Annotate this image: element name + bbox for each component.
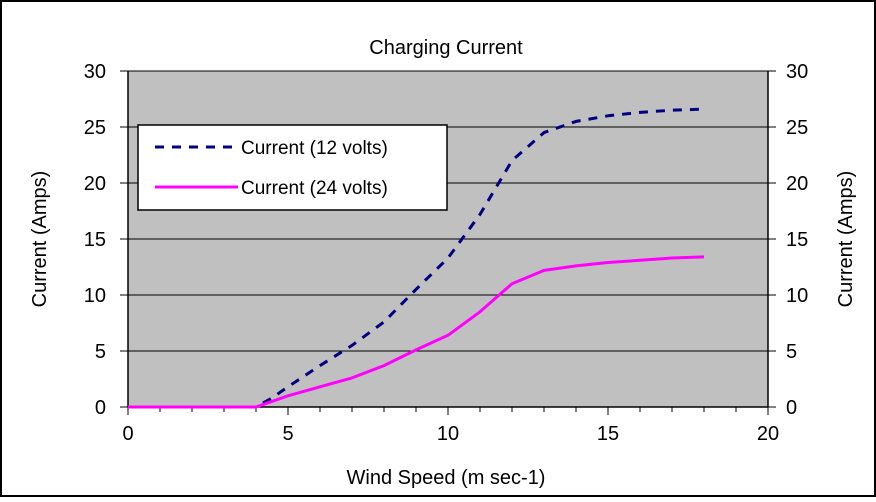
y-tick-label-left: 25 [84,117,106,139]
x-tick-label: 0 [122,423,133,445]
x-axis-label: Wind Speed (m sec-1) [347,467,546,489]
y-tick-label-left: 15 [84,229,106,251]
y-tick-label-right: 30 [786,61,808,83]
x-tick-label: 10 [437,423,459,445]
chart-title: Charging Current [369,37,523,59]
y-axis-label-left: Current (Amps) [29,171,51,308]
x-axis-ticks: 0 5 10 15 20 [122,407,779,445]
legend: Current (12 volts) Current (24 volts) [137,124,448,211]
y-axis-right-ticks: 0 5 10 15 20 25 30 [768,61,808,419]
y-tick-label-right: 5 [786,341,797,363]
y-tick-label-right: 15 [786,229,808,251]
legend-label-24-volts: Current (24 volts) [241,178,388,199]
y-tick-label-right: 20 [786,173,808,195]
x-tick-label: 20 [757,423,779,445]
y-axis-label-right: Current (Amps) [835,171,857,308]
series-lines [128,107,705,409]
y-tick-label-left: 0 [95,397,106,419]
series-line-1 [128,255,705,409]
y-tick-label-left: 30 [84,61,106,83]
y-tick-label-left: 5 [95,341,106,363]
x-tick-label: 15 [597,423,619,445]
legend-box [137,124,448,211]
legend-label-12-volts: Current (12 volts) [241,138,388,159]
y-tick-label-left: 20 [84,173,106,195]
x-tick-label: 5 [282,423,293,445]
y-axis-left-ticks: 0 5 10 15 20 25 30 [84,61,128,419]
y-tick-label-right: 25 [786,117,808,139]
y-tick-label-right: 10 [786,285,808,307]
y-tick-label-right: 0 [786,397,797,419]
y-tick-label-left: 10 [84,285,106,307]
